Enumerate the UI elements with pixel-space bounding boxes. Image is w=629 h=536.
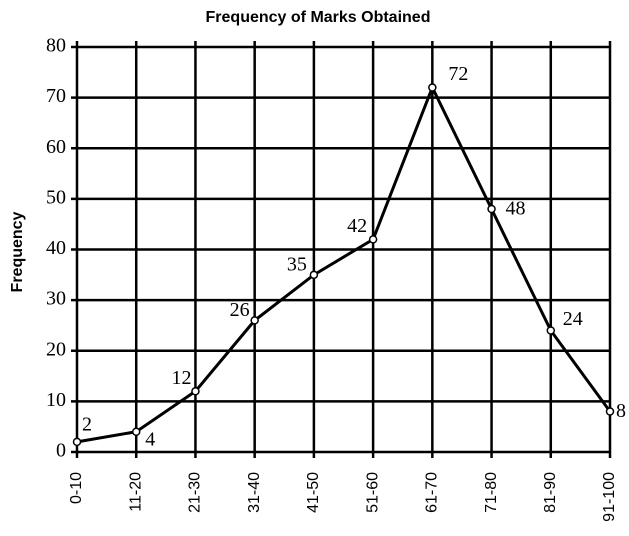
y-tick-label: 0 bbox=[56, 440, 66, 462]
x-tick-label: 21-30 bbox=[187, 472, 204, 513]
data-point bbox=[131, 427, 141, 436]
y-tick-label: 70 bbox=[46, 85, 66, 107]
y-tick-label: 30 bbox=[46, 288, 66, 310]
x-tick-label: 11-20 bbox=[127, 472, 144, 512]
chart-title: Frequency of Marks Obtained bbox=[206, 9, 431, 26]
x-tick-label: 71-80 bbox=[483, 472, 500, 513]
data-label: 12 bbox=[171, 367, 191, 389]
data-label: 26 bbox=[230, 299, 250, 321]
data-label: 2 bbox=[82, 413, 92, 435]
x-tick-label: 61-70 bbox=[424, 472, 441, 513]
x-tick-label: 0-10 bbox=[68, 472, 85, 504]
y-tick-label: 10 bbox=[46, 389, 66, 411]
data-point bbox=[250, 316, 259, 325]
data-label: 42 bbox=[347, 215, 367, 237]
data-label: 24 bbox=[563, 308, 583, 330]
data-label: 4 bbox=[145, 428, 155, 450]
data-label: 8 bbox=[616, 400, 626, 422]
data-label: 35 bbox=[287, 253, 307, 275]
y-tick-label: 20 bbox=[46, 338, 66, 360]
data-point bbox=[605, 407, 615, 416]
data-point bbox=[546, 326, 556, 335]
x-tick-label: 51-60 bbox=[364, 472, 381, 513]
data-point bbox=[191, 387, 200, 396]
data-point bbox=[487, 204, 496, 214]
y-axis-label: Frequency bbox=[9, 211, 26, 292]
data-point bbox=[428, 83, 437, 92]
y-tick-label: 50 bbox=[46, 186, 66, 208]
y-tick-label: 80 bbox=[46, 35, 66, 57]
y-tick-label: 60 bbox=[46, 136, 66, 158]
x-tick-label: 41-50 bbox=[305, 472, 322, 513]
data-point bbox=[368, 235, 378, 244]
y-tick-label: 40 bbox=[46, 237, 66, 259]
x-tick-label: 91-100 bbox=[601, 472, 618, 522]
data-label: 48 bbox=[506, 198, 526, 220]
data-label: 72 bbox=[448, 63, 468, 85]
data-point bbox=[309, 270, 319, 280]
x-tick-label: 31-40 bbox=[246, 472, 263, 513]
data-line bbox=[76, 83, 612, 444]
x-tick-label: 81-90 bbox=[542, 472, 559, 513]
data-point bbox=[72, 437, 82, 447]
